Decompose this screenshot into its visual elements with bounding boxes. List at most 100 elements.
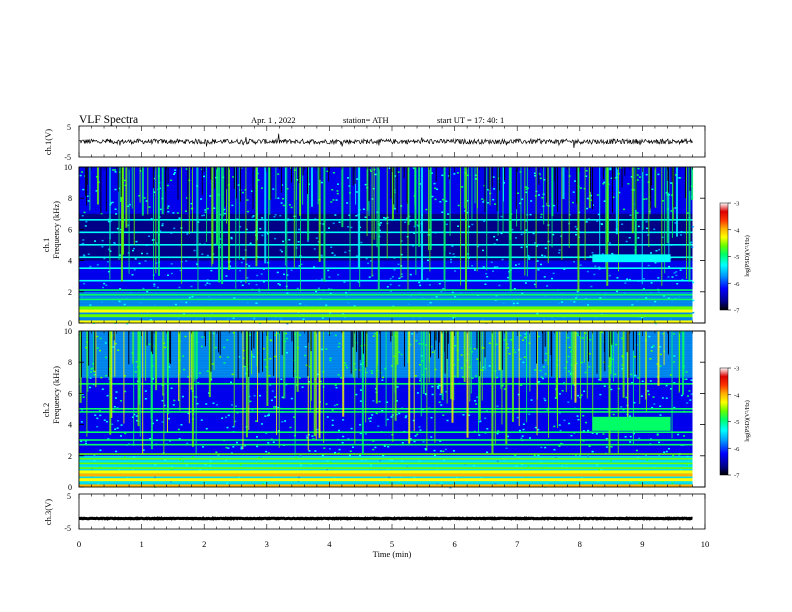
spectrogram-speckle xyxy=(209,317,212,320)
sferic-streak xyxy=(233,331,235,426)
spectrogram-speckle xyxy=(618,191,621,194)
spectrogram-speckle xyxy=(80,421,83,423)
spectrogram-speckle xyxy=(145,200,148,202)
spectrogram-speckle xyxy=(341,441,344,444)
spectrogram-speckle xyxy=(178,217,181,219)
spectrogram-speckle xyxy=(334,384,337,386)
spectrogram-speckle xyxy=(333,254,336,257)
spectrogram-speckle xyxy=(351,446,354,448)
spectrogram-speckle xyxy=(338,342,341,345)
spectrogram-speckle xyxy=(528,413,531,415)
spectrogram-speckle xyxy=(469,347,472,350)
spectrogram-gap xyxy=(491,167,493,188)
spectrogram-speckle xyxy=(430,346,433,348)
spectrogram-speckle xyxy=(620,337,623,340)
spectrogram-speckle xyxy=(170,387,173,390)
spectrogram-speckle xyxy=(543,276,546,278)
spectrogram-speckle xyxy=(539,369,542,372)
spectrogram-speckle xyxy=(384,217,387,220)
spectrogram-speckle xyxy=(211,363,214,365)
ch1-channel-label: ch.1 xyxy=(41,238,51,252)
spectrogram-speckle xyxy=(274,396,277,398)
spectrogram-speckle xyxy=(123,303,126,306)
spectrogram-row xyxy=(79,208,693,212)
spectrogram-speckle xyxy=(90,371,93,373)
spectrogram-speckle xyxy=(355,255,358,257)
sferic-streak xyxy=(355,167,357,205)
sferic-streak xyxy=(188,331,190,424)
spectrogram-speckle xyxy=(684,378,687,381)
spectrogram-speckle xyxy=(638,176,641,178)
spectrogram-gap xyxy=(152,331,154,355)
spectrogram-speckle xyxy=(568,213,571,216)
frequency-tick-label: 6 xyxy=(68,389,72,398)
spectrogram-speckle xyxy=(478,434,481,436)
spectrogram-speckle xyxy=(690,393,693,395)
spectrogram-speckle xyxy=(440,291,443,293)
spectrogram-speckle xyxy=(581,337,584,339)
spectrogram-speckle xyxy=(239,226,242,228)
spectrogram-speckle xyxy=(260,187,263,189)
sferic-streak xyxy=(392,331,394,442)
spectrogram-speckle xyxy=(386,286,389,288)
spectrogram-speckle xyxy=(439,393,442,396)
sferic-streak xyxy=(509,167,512,292)
spectrogram-speckle xyxy=(306,437,309,439)
spectrogram-speckle xyxy=(325,304,328,307)
spectrogram-speckle xyxy=(413,232,416,234)
spectrogram-speckle xyxy=(629,480,632,483)
spectrogram-speckle xyxy=(329,357,332,360)
spectrogram-speckle xyxy=(589,255,592,258)
spectrogram-speckle xyxy=(159,208,162,211)
spectrogram-speckle xyxy=(282,240,285,243)
spectrogram-speckle xyxy=(308,450,311,452)
spectrogram-gap xyxy=(251,331,253,351)
spectrogram-row xyxy=(79,276,693,280)
spectrogram-speckle xyxy=(544,446,547,449)
spectrogram-speckle xyxy=(659,353,662,356)
spectrogram-speckle xyxy=(630,176,633,178)
spectrogram-speckle xyxy=(552,233,555,236)
spectrogram-speckle xyxy=(282,204,285,207)
sferic-streak xyxy=(128,167,130,274)
spectrogram-gap xyxy=(307,167,309,195)
spectrogram-speckle xyxy=(601,253,604,255)
spectrogram-speckle xyxy=(558,445,561,447)
spectrogram-row xyxy=(79,247,693,251)
spectrogram-speckle xyxy=(307,240,310,242)
spectrogram-speckle xyxy=(283,273,286,276)
spectrogram-speckle xyxy=(82,242,85,245)
spectrogram-speckle xyxy=(594,265,597,267)
spectrogram-speckle xyxy=(313,266,316,268)
spectrogram-speckle xyxy=(501,258,504,261)
sferic-streak xyxy=(574,331,576,365)
spectrogram-speckle xyxy=(514,264,517,266)
spectrogram-gap xyxy=(356,331,358,352)
ch1-waveform-panel: 5 -5 ch.1(V) xyxy=(43,123,706,162)
spectrogram-speckle xyxy=(81,409,84,411)
spectrogram-speckle xyxy=(272,319,275,322)
spectrogram-speckle xyxy=(317,308,320,311)
spectrogram-speckle xyxy=(629,441,632,443)
spectrogram-speckle xyxy=(166,207,169,209)
sferic-streak xyxy=(376,167,378,248)
spectrogram-speckle xyxy=(204,211,207,213)
sferic-streak xyxy=(157,167,160,276)
spectrogram-speckle xyxy=(191,295,194,298)
spectrogram-speckle xyxy=(285,332,288,335)
spectrogram-speckle xyxy=(136,419,139,422)
spectrogram-speckle xyxy=(181,460,184,462)
spectrogram-speckle xyxy=(269,384,272,386)
spectrogram-speckle xyxy=(329,461,332,463)
spectrogram-speckle xyxy=(577,418,580,421)
spectrogram-speckle xyxy=(603,200,606,202)
spectrogram-speckle xyxy=(382,376,385,379)
spectrogram-speckle xyxy=(564,367,567,369)
spectrogram-speckle xyxy=(598,378,601,381)
sferic-streak xyxy=(535,167,537,289)
spectrogram-speckle xyxy=(374,173,377,176)
spectrogram-speckle xyxy=(328,276,331,278)
sferic-streak xyxy=(526,167,528,277)
spectrogram-speckle xyxy=(579,264,582,266)
spectrogram-speckle xyxy=(262,268,265,270)
